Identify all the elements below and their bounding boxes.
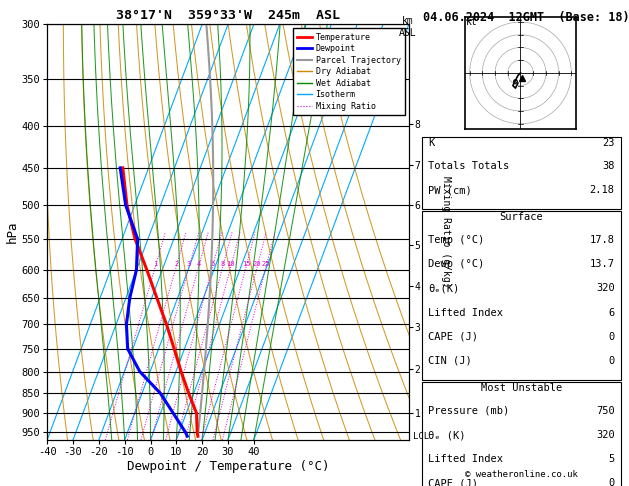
Text: 6: 6 [608, 308, 615, 317]
Text: θₑ (K): θₑ (K) [428, 430, 465, 440]
Text: 320: 320 [596, 283, 615, 294]
Text: K: K [428, 138, 435, 148]
Text: θₑ(K): θₑ(K) [428, 283, 460, 294]
Text: Temp (°C): Temp (°C) [428, 235, 484, 245]
Text: 25: 25 [262, 261, 270, 267]
Text: 4: 4 [196, 261, 201, 267]
Text: CAPE (J): CAPE (J) [428, 478, 478, 486]
Text: km
ASL: km ASL [399, 16, 416, 37]
Text: Totals Totals: Totals Totals [428, 161, 509, 171]
Text: 0: 0 [608, 478, 615, 486]
Y-axis label: hPa: hPa [6, 221, 19, 243]
Text: 15: 15 [242, 261, 250, 267]
Text: 320: 320 [596, 430, 615, 440]
Text: Most Unstable: Most Unstable [481, 383, 562, 393]
Text: 3: 3 [187, 261, 191, 267]
Text: LCL: LCL [413, 432, 429, 441]
Text: 750: 750 [596, 406, 615, 416]
Text: Dewp (°C): Dewp (°C) [428, 259, 484, 269]
Text: 38: 38 [602, 161, 615, 171]
Text: 17.8: 17.8 [589, 235, 615, 245]
Text: 8: 8 [221, 261, 225, 267]
Text: 2: 2 [174, 261, 178, 267]
Text: 0: 0 [608, 332, 615, 342]
Text: 23: 23 [602, 138, 615, 148]
Text: Pressure (mb): Pressure (mb) [428, 406, 509, 416]
Text: 0: 0 [608, 356, 615, 366]
X-axis label: Dewpoint / Temperature (°C): Dewpoint / Temperature (°C) [127, 460, 329, 472]
Text: 6: 6 [210, 261, 214, 267]
Text: 1: 1 [153, 261, 157, 267]
Text: 2.18: 2.18 [589, 185, 615, 195]
Text: Lifted Index: Lifted Index [428, 454, 503, 464]
Text: 5: 5 [608, 454, 615, 464]
Text: kt: kt [466, 17, 477, 27]
Text: © weatheronline.co.uk: © weatheronline.co.uk [465, 470, 578, 479]
Text: PW (cm): PW (cm) [428, 185, 472, 195]
Text: 20: 20 [253, 261, 262, 267]
Text: 13.7: 13.7 [589, 259, 615, 269]
Text: CAPE (J): CAPE (J) [428, 332, 478, 342]
Y-axis label: Mixing Ratio (g/kg): Mixing Ratio (g/kg) [441, 176, 451, 288]
Text: 10: 10 [226, 261, 235, 267]
Text: Lifted Index: Lifted Index [428, 308, 503, 317]
Text: CIN (J): CIN (J) [428, 356, 472, 366]
Text: 04.06.2024  12GMT  (Base: 18): 04.06.2024 12GMT (Base: 18) [423, 11, 629, 24]
Title: 38°17'N  359°33'W  245m  ASL: 38°17'N 359°33'W 245m ASL [116, 9, 340, 22]
Text: Surface: Surface [499, 212, 543, 222]
Legend: Temperature, Dewpoint, Parcel Trajectory, Dry Adiabat, Wet Adiabat, Isotherm, Mi: Temperature, Dewpoint, Parcel Trajectory… [293, 29, 404, 115]
